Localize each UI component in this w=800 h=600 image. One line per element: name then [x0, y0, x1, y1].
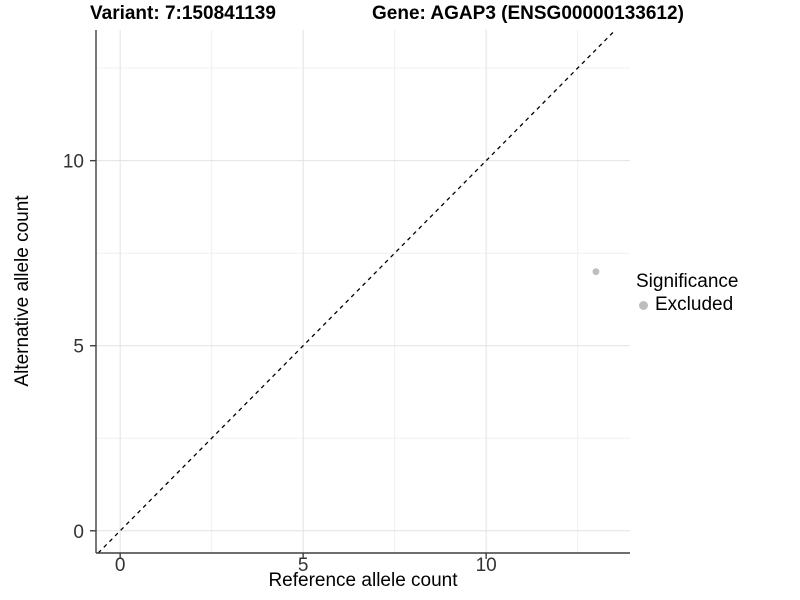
legend-point-icon — [639, 300, 648, 310]
x-tick-label: 5 — [298, 555, 309, 576]
chart-title-variant: Variant: 7:150841139 — [90, 3, 276, 24]
legend-title: Significance — [636, 271, 739, 292]
y-tick-label: 5 — [73, 337, 84, 358]
y-tick-label: 0 — [73, 522, 84, 543]
y-tick-label: 10 — [63, 152, 84, 173]
legend-item: Excluded — [636, 294, 738, 316]
x-tick-label: 10 — [476, 555, 497, 576]
chart-title-gene: Gene: AGAP3 (ENSG00000133612) — [372, 3, 684, 24]
y-axis-title: Alternative allele count — [12, 195, 33, 387]
x-axis-title: Reference allele count — [268, 570, 458, 591]
data-point — [592, 268, 600, 276]
identity-reference-line — [97, 29, 616, 554]
legend: Significance Excluded — [636, 271, 738, 316]
x-tick-label: 0 — [115, 555, 126, 576]
legend-item-label: Excluded — [655, 294, 734, 315]
